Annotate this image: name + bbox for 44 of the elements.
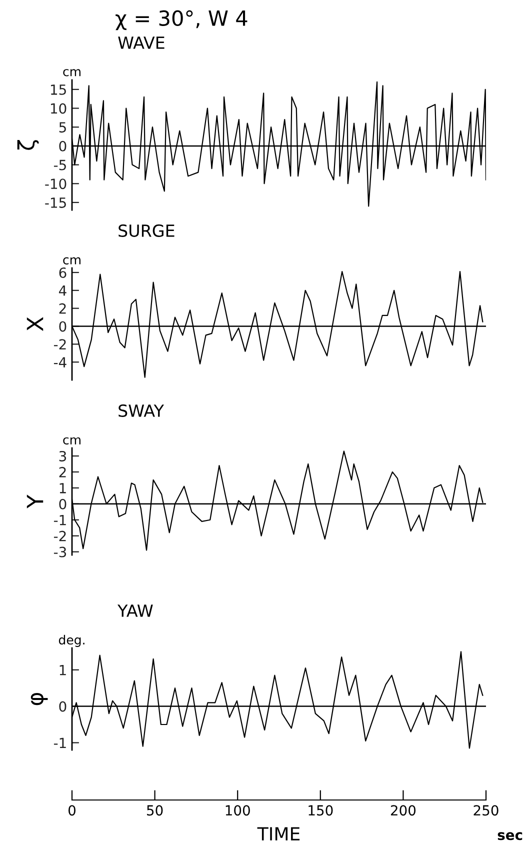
y-tick-label: -1: [54, 738, 66, 748]
y-tick-label: 15: [50, 84, 66, 95]
chart-title: χ = 30°, W 4: [116, 10, 248, 30]
y-tick-label: 2: [59, 466, 66, 478]
text: deg.: [58, 634, 84, 647]
y-tick-label: 1: [60, 483, 66, 494]
y-axis-title: Y: [26, 494, 44, 508]
x-tick-label: 0: [68, 805, 76, 816]
x-tick-label: 250: [474, 805, 498, 816]
y-tick-label: 0: [59, 321, 66, 332]
y-tick-label: -4: [54, 357, 66, 368]
y-tick-label: 4: [58, 286, 66, 296]
y-tick-label: -2: [54, 530, 66, 542]
chart-subtitle: WAVE: [118, 36, 164, 49]
text: cm: [63, 257, 80, 264]
y-tick-label: 3: [59, 450, 66, 462]
y-tick-label: 0: [59, 140, 66, 152]
y-tick-label: 1: [60, 665, 66, 676]
text: cm: [63, 69, 80, 76]
chart-title: SURGE: [118, 224, 174, 237]
y-tick-label: 10: [50, 103, 66, 114]
y-tick-label: -10: [45, 178, 66, 190]
text: sec: [498, 832, 522, 840]
chart-title: YAW: [118, 604, 153, 617]
y-tick-label: -5: [54, 160, 66, 170]
chart-title: SWAY: [118, 404, 164, 417]
x-tick-label: 200: [390, 805, 416, 816]
y-tick-label: -1: [54, 515, 66, 526]
text: cm: [63, 437, 80, 445]
x-axis-title: TIME: [257, 827, 300, 840]
x-tick-label: 100: [226, 805, 250, 816]
y-tick-label: -15: [45, 198, 66, 208]
y-tick-label: 2: [59, 303, 66, 314]
x-tick-label: 150: [308, 805, 333, 816]
x-tick-label: 50: [147, 805, 163, 816]
y-tick-label: -2: [54, 339, 66, 350]
y-axis-title: X: [26, 317, 44, 331]
y-tick-label: 6: [59, 267, 66, 278]
y-tick-label: -3: [54, 546, 66, 558]
y-axis-title: φ: [30, 692, 48, 706]
y-tick-label: 0: [59, 498, 66, 510]
y-axis-title: ζ: [17, 140, 39, 150]
y-tick-label: 0: [59, 701, 66, 712]
y-tick-label: 5: [59, 122, 66, 133]
